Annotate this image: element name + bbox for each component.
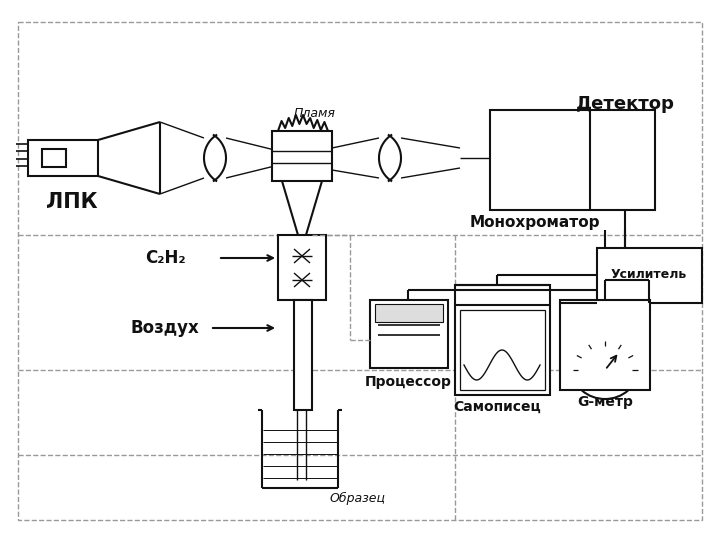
Text: Детектор: Детектор	[575, 95, 675, 113]
Text: Воздух: Воздух	[130, 319, 199, 337]
Text: Монохроматор: Монохроматор	[469, 215, 600, 230]
Bar	[370, 300, 448, 368]
Bar	[294, 300, 312, 410]
Bar	[28, 140, 98, 176]
Text: Образец: Образец	[330, 492, 386, 505]
Text: G-метр: G-метр	[577, 395, 633, 409]
Bar	[375, 304, 443, 322]
Text: ЛПК: ЛПК	[46, 192, 98, 212]
Bar	[460, 310, 545, 390]
Bar	[272, 131, 332, 181]
Text: Самописец: Самописец	[453, 400, 541, 414]
Bar	[278, 235, 326, 300]
Bar	[490, 110, 655, 210]
Bar	[42, 149, 66, 167]
Text: C₂H₂: C₂H₂	[145, 249, 186, 267]
Bar	[597, 248, 702, 303]
Bar	[455, 285, 550, 395]
Text: Усилитель: Усилитель	[611, 268, 687, 281]
Bar	[560, 300, 650, 390]
Text: Процессор: Процессор	[364, 375, 451, 389]
Text: Пламя: Пламя	[294, 107, 336, 120]
